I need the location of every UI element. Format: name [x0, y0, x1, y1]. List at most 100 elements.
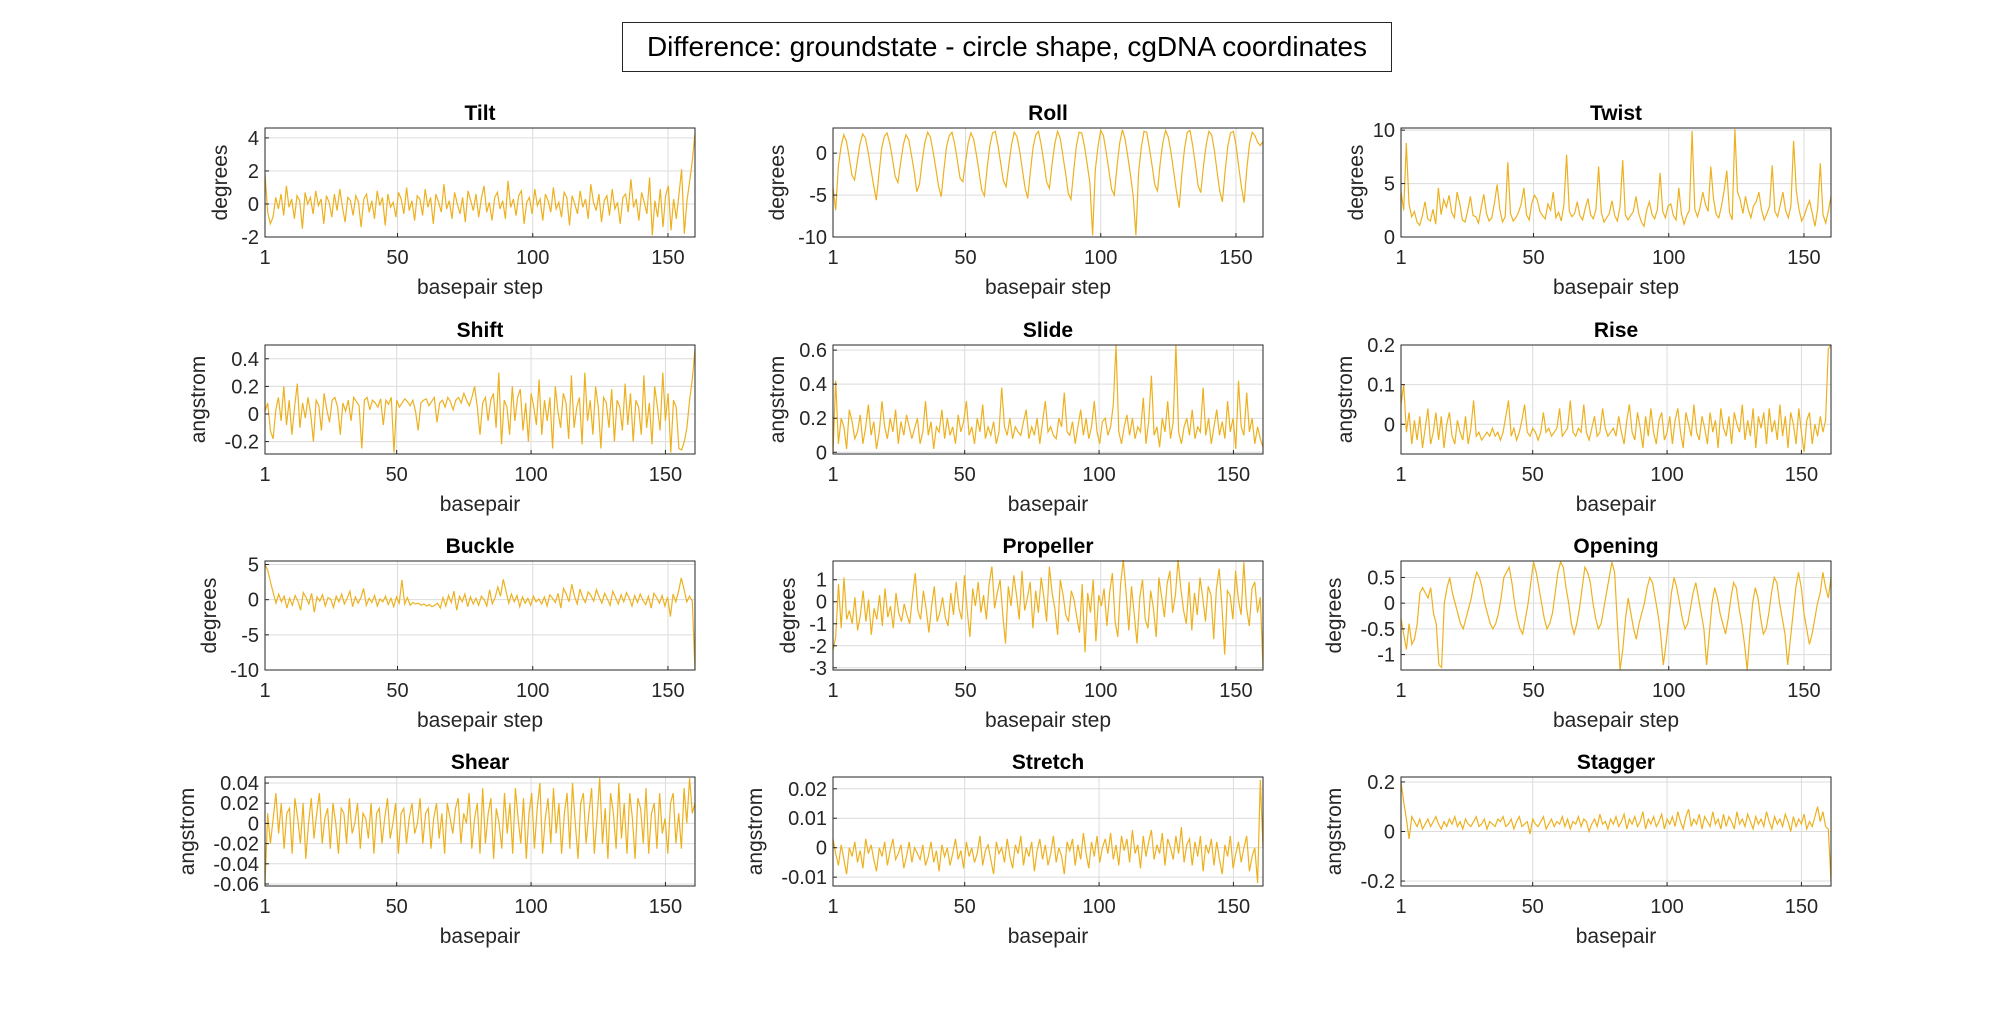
plot-area: [833, 128, 1263, 237]
subplot-title: Buckle: [446, 535, 515, 558]
data-line: [832, 128, 1264, 236]
x-axis-label: basepair step: [417, 276, 543, 299]
subplot-shear: 1 50 100 150-0.06-0.04-0.0200.020.04Shearba…: [176, 751, 696, 948]
y-tick-label: -3: [809, 658, 827, 680]
x-tick-label: 1: [259, 247, 270, 269]
y-tick-label: -0.04: [213, 854, 259, 876]
y-tick-label: -10: [798, 227, 827, 249]
x-tick-label: 100: [1650, 896, 1683, 918]
x-tick-label: 50: [386, 680, 408, 702]
y-tick-label: 0: [816, 442, 827, 464]
y-tick-label: 0.1: [1367, 375, 1395, 397]
x-tick-label: 50: [954, 680, 976, 702]
data-line: [1400, 129, 1832, 228]
x-tick-label: 150: [1785, 464, 1818, 486]
data-line: [832, 779, 1264, 884]
y-tick-label: 0: [248, 194, 259, 216]
y-tick-label: 0: [816, 143, 827, 165]
y-tick-label: 4: [248, 128, 259, 150]
x-tick-label: 50: [954, 896, 976, 918]
axes-box: [1400, 344, 1832, 455]
data-line: [264, 132, 696, 236]
x-tick-label: 150: [1219, 247, 1252, 269]
y-tick-label: -1: [1377, 645, 1395, 667]
y-tick-label: -2: [241, 227, 259, 249]
y-tick-label: 0: [1384, 822, 1395, 844]
figure-title-box: Difference: groundstate - circle shape, …: [622, 22, 1392, 72]
axes-box: [264, 560, 696, 671]
x-tick-label: 1: [827, 680, 838, 702]
y-tick-label: 0.2: [1367, 772, 1395, 794]
y-tick-label: 0.02: [220, 793, 259, 815]
x-tick-label: 1: [1395, 464, 1406, 486]
plot-area: [833, 345, 1263, 454]
y-tick-label: 0.6: [799, 340, 827, 362]
x-axis-label: basepair step: [985, 709, 1111, 732]
subplot-title: Slide: [1023, 319, 1073, 342]
axes-box: [1400, 560, 1832, 671]
figure-title: Difference: groundstate - circle shape, …: [646, 31, 1368, 62]
subplot-title: Propeller: [1002, 535, 1093, 558]
y-tick-label: -2: [809, 636, 827, 658]
x-tick-label: 1: [259, 680, 270, 702]
y-tick-label: 0.02: [788, 779, 827, 801]
axes-box: [1400, 127, 1832, 238]
x-axis-label: basepair: [1008, 493, 1089, 516]
x-tick-label: 150: [1217, 896, 1250, 918]
subplot-title: Roll: [1028, 102, 1068, 125]
data-line: [832, 344, 1264, 453]
y-tick-label: -1: [809, 614, 827, 636]
y-axis-label: degrees: [766, 145, 789, 221]
x-tick-label: 1: [827, 247, 838, 269]
subplot-title: Stagger: [1577, 751, 1655, 774]
x-tick-label: 100: [1084, 680, 1117, 702]
x-axis-label: basepair step: [417, 709, 543, 732]
x-tick-label: 50: [386, 896, 408, 918]
y-tick-label: 5: [1384, 174, 1395, 196]
subplot-title: Shift: [457, 319, 504, 342]
x-tick-label: 50: [1522, 680, 1544, 702]
y-tick-label: -0.5: [1361, 619, 1395, 641]
x-tick-label: 150: [1785, 896, 1818, 918]
x-tick-label: 1: [1395, 896, 1406, 918]
x-tick-label: 150: [1787, 247, 1820, 269]
x-axis-label: basepair step: [1553, 276, 1679, 299]
subplot-title: Rise: [1594, 319, 1638, 342]
y-tick-label: 0: [1384, 593, 1395, 615]
x-tick-label: 150: [651, 247, 684, 269]
x-tick-label: 100: [1082, 464, 1115, 486]
axes-box: [832, 560, 1264, 671]
x-tick-label: 1: [827, 896, 838, 918]
y-tick-label: 0: [1384, 414, 1395, 436]
data-line: [832, 559, 1264, 668]
x-tick-label: 100: [1650, 464, 1683, 486]
x-tick-label: 150: [1219, 680, 1252, 702]
axes-box: [832, 776, 1264, 887]
x-tick-label: 100: [516, 247, 549, 269]
y-tick-label: 2: [248, 161, 259, 183]
x-tick-label: 150: [1217, 464, 1250, 486]
y-tick-label: 0.4: [799, 374, 827, 396]
x-tick-label: 1: [259, 896, 270, 918]
x-axis-label: basepair: [440, 493, 521, 516]
x-axis-label: basepair step: [1553, 709, 1679, 732]
y-tick-label: 0: [248, 813, 259, 835]
x-axis-label: basepair: [1576, 493, 1657, 516]
y-tick-label: 10: [1373, 120, 1395, 142]
axes-box: [264, 344, 696, 455]
data-line: [264, 564, 696, 671]
y-tick-label: 0.04: [220, 773, 259, 795]
y-axis-label: degrees: [1323, 578, 1346, 654]
x-tick-label: 100: [1652, 680, 1685, 702]
x-tick-label: 50: [1522, 247, 1544, 269]
x-tick-label: 50: [954, 247, 976, 269]
x-axis-label: basepair step: [985, 276, 1111, 299]
y-tick-label: -0.2: [1361, 871, 1395, 893]
data-line: [1400, 560, 1832, 671]
